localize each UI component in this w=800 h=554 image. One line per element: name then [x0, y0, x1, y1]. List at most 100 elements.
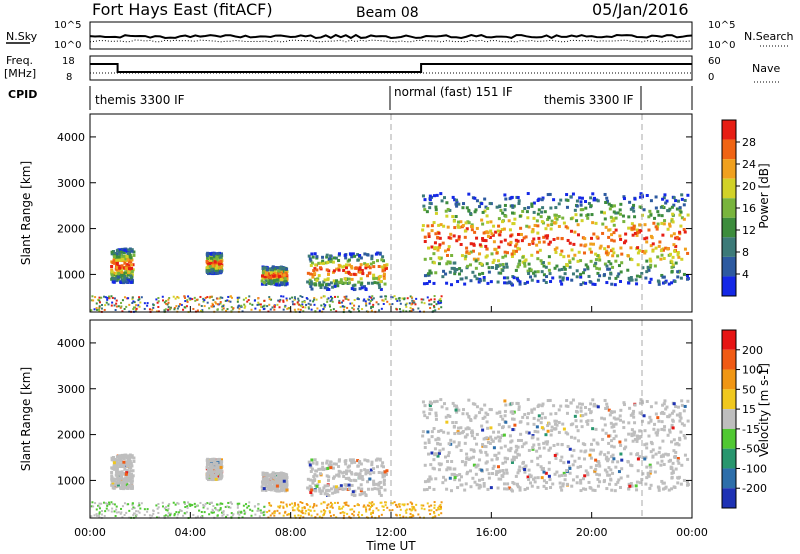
power-cell — [380, 307, 383, 310]
power-cell — [453, 226, 457, 230]
power-cell — [195, 298, 198, 301]
velocity-cell — [182, 514, 185, 517]
velocity-cell — [270, 504, 273, 507]
velocity-cell — [331, 506, 334, 509]
power-cell — [519, 226, 523, 230]
power-cell — [575, 275, 579, 279]
power-cell — [605, 196, 609, 200]
velocity-cell — [320, 502, 323, 505]
power-cell — [278, 306, 281, 309]
power-cell — [328, 304, 331, 307]
power-cell — [361, 308, 364, 311]
velocity-colorbar-tick-label: 100 — [742, 364, 763, 377]
velocity-cell — [654, 412, 658, 416]
velocity-cell — [664, 407, 668, 411]
velocity-cell — [110, 476, 114, 480]
velocity-cell — [606, 451, 610, 455]
power-cell — [275, 266, 279, 270]
velocity-cell — [647, 474, 651, 478]
power-cell — [258, 309, 261, 312]
velocity-cell — [130, 469, 134, 473]
velocity-cell — [560, 455, 564, 459]
power-cell — [446, 260, 450, 264]
power-cell — [464, 221, 468, 225]
velocity-cell — [502, 433, 506, 437]
power-cell — [668, 222, 672, 226]
velocity-cell — [195, 504, 198, 507]
power-cell — [412, 300, 415, 303]
power-cell — [624, 239, 628, 243]
power-cell — [286, 299, 289, 302]
power-cell — [660, 214, 664, 218]
power-cell — [518, 263, 522, 267]
power-cell — [510, 195, 514, 199]
power-cell — [420, 301, 423, 304]
power-cell — [214, 266, 218, 270]
velocity-cell — [474, 414, 478, 418]
power-cell — [113, 261, 117, 265]
velocity-cell — [344, 472, 348, 476]
velocity-cell — [278, 506, 281, 509]
power-cell — [501, 255, 505, 259]
power-cell — [455, 198, 459, 202]
velocity-cell — [651, 448, 655, 452]
velocity-cell — [98, 507, 101, 510]
velocity-cell — [660, 479, 664, 483]
velocity-cell — [661, 487, 665, 491]
velocity-cell — [423, 404, 427, 408]
power-cell — [354, 266, 358, 270]
power-cell — [604, 251, 608, 255]
power-cell — [636, 246, 640, 250]
power-cell — [457, 235, 461, 239]
power-cell — [208, 262, 212, 266]
power-cell — [670, 265, 674, 269]
power-cell — [661, 233, 665, 237]
power-cell — [676, 199, 680, 203]
velocity-cell — [428, 407, 432, 411]
power-cell — [327, 283, 331, 287]
power-cell — [310, 261, 314, 265]
power-cell — [92, 299, 95, 302]
power-cell — [532, 210, 536, 214]
power-cell — [118, 275, 122, 279]
power-cell — [347, 258, 351, 262]
power-cell — [527, 225, 531, 229]
velocity-cell — [273, 511, 276, 514]
velocity-cell — [323, 484, 327, 488]
velocity-cell — [600, 416, 604, 420]
power-cell — [411, 301, 414, 304]
velocity-cell — [226, 505, 229, 508]
power-cell — [353, 287, 357, 291]
power-cell — [163, 301, 166, 304]
velocity-cell — [282, 505, 285, 508]
velocity-cell — [437, 468, 441, 472]
velocity-cell — [542, 484, 546, 488]
power-cell — [612, 239, 616, 243]
velocity-cell — [568, 466, 572, 470]
velocity-cell — [546, 399, 550, 403]
power-cell — [448, 270, 452, 274]
velocity-cell — [174, 503, 177, 506]
power-cell — [504, 197, 508, 201]
velocity-cell — [595, 472, 599, 476]
velocity-cell — [95, 513, 98, 516]
velocity-cell — [115, 477, 119, 481]
power-cell — [157, 297, 160, 300]
velocity-cell — [349, 479, 353, 483]
velocity-cell — [653, 470, 657, 474]
velocity-cell — [143, 513, 146, 516]
velocity-cell — [364, 506, 367, 509]
velocity-cell — [114, 473, 118, 477]
power-cell — [436, 235, 440, 239]
velocity-cell — [670, 411, 674, 415]
power-cell — [112, 259, 116, 263]
velocity-cell — [261, 482, 265, 486]
power-cell — [668, 224, 672, 228]
velocity-cell — [422, 488, 426, 492]
power-cell — [445, 262, 449, 266]
velocity-cell — [107, 501, 110, 504]
power-cell — [238, 296, 241, 299]
power-cell — [531, 241, 535, 245]
velocity-cell — [560, 473, 564, 477]
velocity-cell — [662, 462, 666, 466]
